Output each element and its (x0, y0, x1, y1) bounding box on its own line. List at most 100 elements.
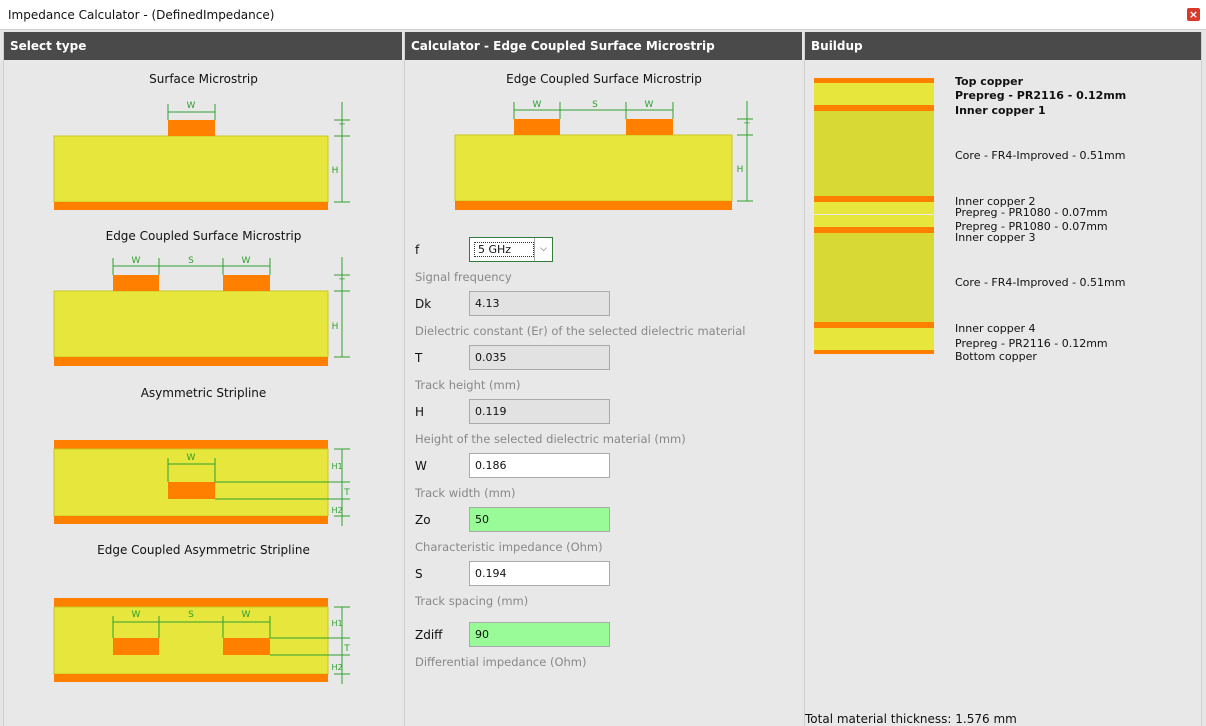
layer-label-prepreg-2: Prepreg - PR1080 - 0.07mm (955, 206, 1108, 219)
top-plane (54, 598, 328, 607)
trace-right (223, 638, 270, 655)
label-s: S (592, 100, 598, 110)
calculator-diagram-title: Edge Coupled Surface Microstrip (506, 72, 702, 86)
edge-coupled-surface-microstrip-diagram[interactable]: W S W T H (44, 254, 364, 374)
layer-label-inner-copper-1: Inner copper 1 (955, 104, 1046, 117)
layer-prepreg-4 (814, 328, 934, 350)
trace (168, 482, 215, 499)
trace-left (113, 275, 159, 291)
bottom-plane (54, 674, 328, 682)
w-label: W (415, 459, 427, 473)
dielectric-layer (53, 290, 329, 358)
layer-label-prepreg-4: Prepreg - PR2116 - 0.12mm (955, 337, 1108, 350)
zdiff-label: Zdiff (415, 628, 443, 642)
calculator-panel: Calculator - Edge Coupled Surface Micros… (404, 32, 802, 726)
trace (168, 120, 215, 136)
zo-label: Zo (415, 513, 431, 527)
s-label: S (415, 567, 423, 581)
label-t: T (338, 123, 345, 133)
select-type-header: Select type (4, 32, 402, 60)
layer-inner-copper-2 (814, 196, 934, 202)
zo-description: Characteristic impedance (Ohm) (415, 540, 603, 554)
layer-core-1 (814, 111, 934, 196)
label-h2: H2 (331, 663, 342, 672)
label-w-right: W (645, 100, 654, 110)
layer-inner-copper-3 (814, 227, 934, 233)
t-description: Track height (mm) (415, 378, 521, 392)
frequency-label: f (415, 243, 420, 257)
label-t: T (338, 278, 345, 288)
dk-description: Dielectric constant (Er) of the selected… (415, 324, 746, 338)
layer-bottom-copper (814, 350, 934, 354)
w-field[interactable] (469, 453, 610, 478)
total-thickness: Total material thickness: 1.576 mm (805, 712, 1017, 726)
zdiff-field[interactable] (469, 622, 610, 647)
label-h1: H1 (331, 619, 342, 628)
zdiff-description: Differential impedance (Ohm) (415, 655, 587, 669)
asymmetric-stripline-diagram[interactable]: W H1 T H2 (44, 414, 364, 534)
label-t: T (743, 122, 750, 132)
bottom-plane (54, 516, 328, 524)
label-w-right: W (242, 610, 251, 620)
layer-label-prepreg-3: Prepreg - PR1080 - 0.07mm (955, 220, 1108, 233)
w-description: Track width (mm) (415, 486, 516, 500)
t-label: T (415, 351, 423, 365)
type-title-edge-coupled-surface-microstrip: Edge Coupled Surface Microstrip (105, 229, 302, 243)
layer-label-core-2: Core - FR4-Improved - 0.51mm (955, 276, 1126, 289)
layer-label-bottom-copper: Bottom copper (955, 350, 1037, 363)
layer-core-2 (814, 233, 934, 322)
type-title-surface-microstrip: Surface Microstrip (149, 72, 258, 86)
top-plane (54, 440, 328, 449)
t-field[interactable] (469, 345, 610, 370)
title-bar: Impedance Calculator - (DefinedImpedance… (0, 0, 1206, 30)
label-w-left: W (533, 100, 542, 110)
layer-inner-copper-1 (814, 105, 934, 111)
label-t: T (343, 488, 350, 498)
stackup-diagram (814, 78, 934, 354)
layer-label-prepreg-1: Prepreg - PR2116 - 0.12mm (955, 89, 1127, 102)
chevron-down-icon[interactable]: ⌵ (534, 238, 552, 261)
type-title-asymmetric-stripline: Asymmetric Stripline (140, 386, 267, 400)
label-h1: H1 (331, 462, 342, 471)
dielectric-layer (53, 606, 329, 675)
trace-right (223, 275, 270, 291)
ground-plane (54, 202, 328, 210)
h-field[interactable] (469, 399, 610, 424)
trace-right (626, 119, 673, 135)
label-h2: H2 (331, 506, 342, 515)
frequency-select[interactable]: 5 GHz ⌵ (469, 237, 553, 262)
layer-top-copper (814, 78, 934, 83)
layer-label-inner-copper-3: Inner copper 3 (955, 231, 1036, 244)
layer-inner-copper-4 (814, 322, 934, 328)
buildup-panel: Buildup Top copper Prepreg - PR2116 - 0.… (804, 32, 1202, 726)
label-h: H (332, 322, 339, 332)
buildup-header: Buildup (805, 32, 1201, 60)
label-h: H (737, 165, 744, 175)
layer-prepreg-3 (814, 215, 934, 227)
label-w: W (187, 453, 196, 463)
calculator-header: Calculator - Edge Coupled Surface Micros… (405, 32, 802, 60)
label-w: W (187, 101, 196, 111)
edge-coupled-asymmetric-stripline-diagram[interactable]: W S W H1 T H2 (44, 572, 364, 692)
label-w-left: W (132, 610, 141, 620)
surface-microstrip-diagram[interactable]: W T H (44, 96, 364, 216)
calculator-diagram: W S W T H (454, 100, 753, 210)
frequency-value: 5 GHz (474, 242, 534, 257)
label-w-left: W (132, 256, 141, 266)
s-field[interactable] (469, 561, 610, 586)
dk-field[interactable] (469, 291, 610, 316)
label-h: H (332, 166, 339, 176)
window-title: Impedance Calculator - (DefinedImpedance… (8, 8, 275, 22)
h-description: Height of the selected dielectric materi… (415, 432, 686, 446)
h-label: H (415, 405, 425, 419)
frequency-description: Signal frequency (415, 270, 512, 284)
ground-plane (54, 357, 328, 366)
layer-prepreg-2 (814, 202, 934, 214)
layer-label-inner-copper-2: Inner copper 2 (955, 195, 1036, 208)
close-icon[interactable]: × (1187, 8, 1200, 21)
trace-left (514, 119, 560, 135)
label-s: S (188, 256, 194, 266)
zo-field[interactable] (469, 507, 610, 532)
s-description: Track spacing (mm) (415, 594, 529, 608)
label-s: S (188, 610, 194, 620)
